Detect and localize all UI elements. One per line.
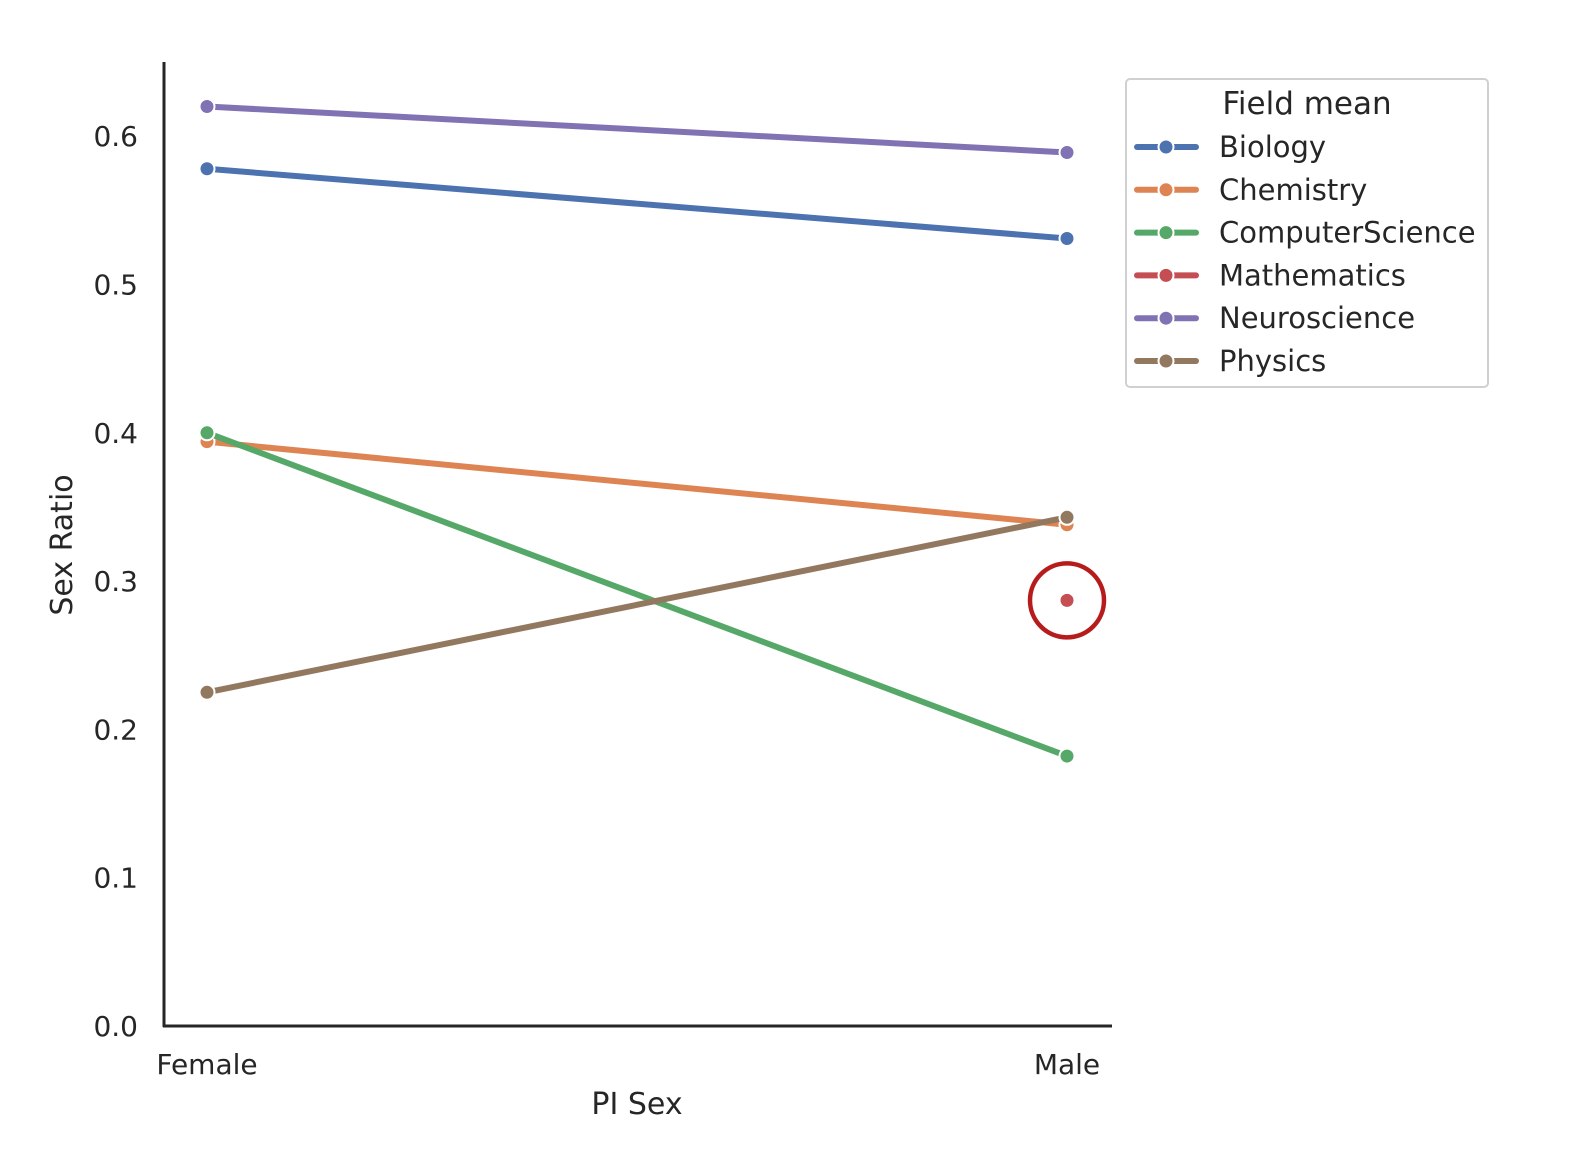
legend: Field mean Biology Chemistry ComputerScien… <box>1125 78 1489 388</box>
series-neuroscience <box>198 97 1076 161</box>
data-point <box>198 97 216 115</box>
legend-items: Biology Chemistry ComputerScience Mathemati… <box>1134 130 1476 378</box>
data-point <box>198 424 216 442</box>
y-tick-label: 0.4 <box>93 417 138 450</box>
legend-swatch-marker <box>1157 309 1175 327</box>
legend-item-neuroscience: Neuroscience <box>1134 301 1415 335</box>
y-tick-label: 0.1 <box>93 862 138 895</box>
legend-swatch-marker <box>1157 266 1175 284</box>
legend-label: Neuroscience <box>1219 301 1415 335</box>
y-axis-ticks: 0.0 0.1 0.2 0.3 0.4 0.5 0.6 <box>93 120 138 1043</box>
y-tick-label: 0.2 <box>93 713 138 746</box>
data-point <box>1058 508 1076 526</box>
series-mathematics <box>1058 591 1076 609</box>
series-physics <box>198 508 1076 701</box>
series-biology <box>198 160 1076 247</box>
data-point <box>1058 229 1076 247</box>
data-point <box>198 683 216 701</box>
data-point <box>1058 747 1076 765</box>
series-line <box>204 103 1070 156</box>
legend-label: Chemistry <box>1219 173 1367 207</box>
annotation-layer <box>1027 561 1107 640</box>
x-tick-label: Male <box>1034 1048 1100 1081</box>
y-tick-label: 0.5 <box>93 268 138 301</box>
legend-item-biology: Biology <box>1134 130 1326 164</box>
legend-label: Biology <box>1219 130 1326 164</box>
legend-title: Field mean <box>1222 86 1391 122</box>
legend-label: ComputerScience <box>1219 216 1476 250</box>
legend-item-physics: Physics <box>1134 344 1326 378</box>
x-axis-label: PI Sex <box>591 1087 682 1122</box>
series-line <box>204 165 1070 242</box>
x-tick-label: Female <box>156 1048 257 1081</box>
series-computerscience <box>198 424 1076 765</box>
series-line <box>204 438 1070 528</box>
legend-box <box>1125 78 1489 388</box>
y-tick-label: 0.6 <box>93 120 138 153</box>
legend-label: Physics <box>1219 344 1326 378</box>
series-line <box>204 429 1070 760</box>
x-axis-ticks: Female Male <box>156 1048 1100 1081</box>
legend-swatch-marker <box>1157 224 1175 242</box>
data-point <box>1058 591 1076 609</box>
data-point <box>1058 143 1076 161</box>
series-layer <box>198 97 1076 765</box>
series-chemistry <box>198 433 1076 534</box>
series-line <box>204 514 1070 696</box>
legend-swatch-marker <box>1157 138 1175 156</box>
y-tick-label: 0.3 <box>93 565 138 598</box>
data-point <box>198 160 216 178</box>
y-axis-label: Sex Ratio <box>45 474 80 615</box>
legend-item-computerscience: ComputerScience <box>1134 216 1476 250</box>
legend-swatch-marker <box>1157 352 1175 370</box>
legend-label: Mathematics <box>1219 258 1406 292</box>
highlight-circle <box>1027 561 1107 640</box>
legend-item-chemistry: Chemistry <box>1134 173 1367 207</box>
y-tick-label: 0.0 <box>93 1010 138 1043</box>
legend-swatch-marker <box>1157 181 1175 199</box>
legend-item-mathematics: Mathematics <box>1134 258 1406 292</box>
